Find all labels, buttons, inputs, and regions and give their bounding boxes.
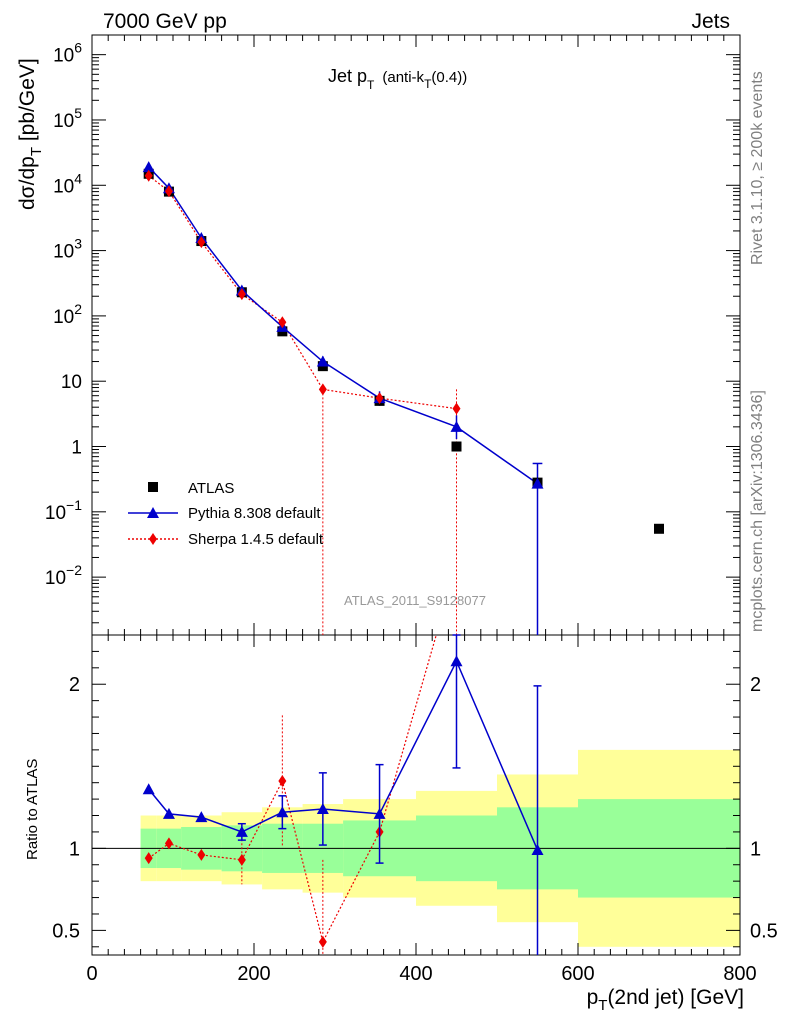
sherpa-ratio-point <box>237 853 246 866</box>
y-tick-label: 106 <box>53 40 82 67</box>
legend: ATLAS Pythia 8.308 default Sherpa 1.4.5 … <box>128 480 324 548</box>
sherpa-point <box>318 383 327 396</box>
legend-marker-atlas <box>148 482 158 492</box>
header-right: Jets <box>691 10 730 33</box>
pythia-ratio-point <box>195 811 208 823</box>
y-tick-label: 102 <box>53 301 82 328</box>
pythia-ratio-point <box>162 807 175 819</box>
xlabel-main: p <box>587 986 599 1009</box>
sherpa-point <box>197 236 206 249</box>
title-main: Jet p <box>328 66 367 86</box>
analysis-id: ATLAS_2011_S9128077 <box>344 593 486 608</box>
ylabel-main: dσ/dp <box>16 156 39 210</box>
x-tick-label: 200 <box>237 963 270 985</box>
y-tick-label: 10−1 <box>45 497 82 524</box>
pythia-ratio-point <box>450 655 463 667</box>
x-tick-label: 0 <box>86 963 97 985</box>
sherpa-point <box>375 392 384 405</box>
xlabel-sub: T <box>598 997 607 1014</box>
xlabel-rest: (2nd jet) [GeV] <box>607 986 744 1009</box>
legend-label-pythia: Pythia 8.308 default <box>188 505 321 522</box>
legend-label-sherpa: Sherpa 1.4.5 default <box>188 531 324 548</box>
title-rest-end: (0.4)) <box>431 69 467 86</box>
sherpa-point <box>452 402 461 415</box>
pythia-ratio-point <box>235 825 248 837</box>
title-rest-sub: T <box>424 77 432 91</box>
y-tick-label: 103 <box>53 236 82 263</box>
sherpa-ratio-point <box>144 852 153 865</box>
series-layer <box>142 161 664 955</box>
ratio-frame-border <box>91 634 741 956</box>
sherpa-ratio-point <box>164 837 173 850</box>
sherpa-line <box>148 175 457 410</box>
pythia-ratio-point <box>373 807 386 819</box>
ratio-panel: 0 200 400 600 800 0.5 0.5 1 1 2 2 <box>52 634 778 985</box>
pythia-line <box>148 166 538 485</box>
legend-marker-pythia <box>147 507 159 518</box>
y-axis-label: dσ/dpT [pb/GeV] <box>16 58 45 210</box>
x-tick-label: 800 <box>723 963 756 985</box>
y-tick-label: 10 <box>61 372 82 393</box>
ratio-y-axis-label: Ratio to ATLAS <box>24 759 41 860</box>
ratio-tick-label-right: 2 <box>750 674 761 696</box>
sherpa-point <box>144 169 153 182</box>
ylabel-sub: T <box>28 147 45 156</box>
sherpa-ratio-point <box>197 848 206 861</box>
sherpa-ratio-line <box>148 634 437 944</box>
pythia-ratio-point <box>142 783 155 795</box>
title-rest: (anti-k <box>382 69 424 86</box>
y-tick-label: 10−2 <box>45 562 82 589</box>
atlas-point <box>654 523 664 534</box>
sherpa-ratio-point <box>278 775 287 788</box>
pythia-point <box>142 161 155 173</box>
mcplots-label: mcplots.cern.ch [arXiv:1306.3436] <box>749 390 766 632</box>
pythia-point <box>531 477 544 489</box>
pythia-point <box>450 420 463 432</box>
pythia-ratio-point <box>531 843 544 855</box>
y-tick-label: 105 <box>53 105 82 132</box>
ratio-tick-label-right: 1 <box>750 838 761 860</box>
ratio-tick-label: 1 <box>69 838 80 860</box>
header-left: 7000 GeV pp <box>103 10 227 33</box>
sherpa-point <box>237 288 246 301</box>
ratio-tick-label: 0.5 <box>52 920 80 942</box>
legend-marker-sherpa <box>149 533 157 545</box>
y-tick-label: 1 <box>71 438 82 459</box>
ratio-tick-label-right: 0.5 <box>750 920 778 942</box>
sherpa-point <box>164 185 173 198</box>
x-tick-label: 400 <box>399 963 432 985</box>
pythia-ratio-point <box>316 802 329 814</box>
x-axis-label: pT(2nd jet) [GeV] <box>587 986 744 1014</box>
title-sub: T <box>367 78 375 92</box>
main-panel: 10−2 10−1 1 10 102 103 104 105 106 <box>45 34 741 955</box>
ratio-tick-label: 2 <box>69 674 80 696</box>
sherpa-point <box>278 316 287 329</box>
ylabel-rest: [pb/GeV] <box>16 58 39 147</box>
atlas-point <box>451 441 462 452</box>
sherpa-ratio-point <box>318 935 327 948</box>
pythia-ratio-point <box>276 806 289 818</box>
legend-label-atlas: ATLAS <box>188 480 234 497</box>
chart-title: Jet pT (anti-kT(0.4)) <box>328 66 467 92</box>
rivet-label: Rivet 3.1.10, ≥ 200k events <box>749 71 766 265</box>
x-tick-label: 600 <box>561 963 594 985</box>
y-tick-label: 104 <box>53 170 82 197</box>
pythia-point <box>316 355 329 367</box>
